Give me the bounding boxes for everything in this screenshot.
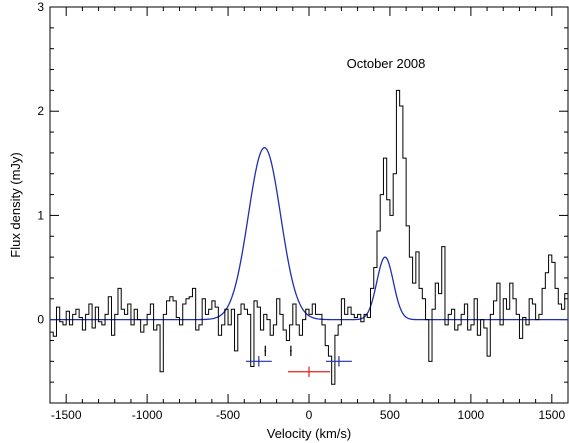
x-tick-label: -1000 <box>132 408 163 422</box>
y-tick-label: 1 <box>37 208 44 222</box>
x-tick-label: 0 <box>306 408 313 422</box>
y-axis-label: Flux density (mJy) <box>8 152 23 257</box>
x-tick-label: -500 <box>216 408 240 422</box>
marker-blue <box>325 356 352 367</box>
marker-red <box>287 366 331 377</box>
x-tick-label: 1500 <box>538 408 565 422</box>
gaussian-fit-line <box>50 147 568 321</box>
y-tick-label: 0 <box>37 313 44 327</box>
histogram-layer <box>50 89 568 385</box>
marker-black <box>264 345 267 357</box>
y-tick-label: 3 <box>37 0 44 14</box>
markers-layer <box>245 345 352 377</box>
x-tick-label: 1000 <box>458 408 485 422</box>
spectrum-histogram <box>50 89 568 385</box>
ticks: -1500 -1000 -500 0 500 1000 1500 0 1 2 3 <box>37 0 569 422</box>
marker-blue <box>245 356 272 367</box>
marker-black <box>290 345 292 357</box>
x-axis-label: Velocity (km/s) <box>267 426 352 441</box>
fit-layer <box>50 147 568 321</box>
x-tick-label: -1500 <box>51 408 82 422</box>
y-tick-label: 2 <box>37 104 44 118</box>
x-tick-label: 500 <box>380 408 400 422</box>
chart-annotation: October 2008 <box>347 56 426 71</box>
